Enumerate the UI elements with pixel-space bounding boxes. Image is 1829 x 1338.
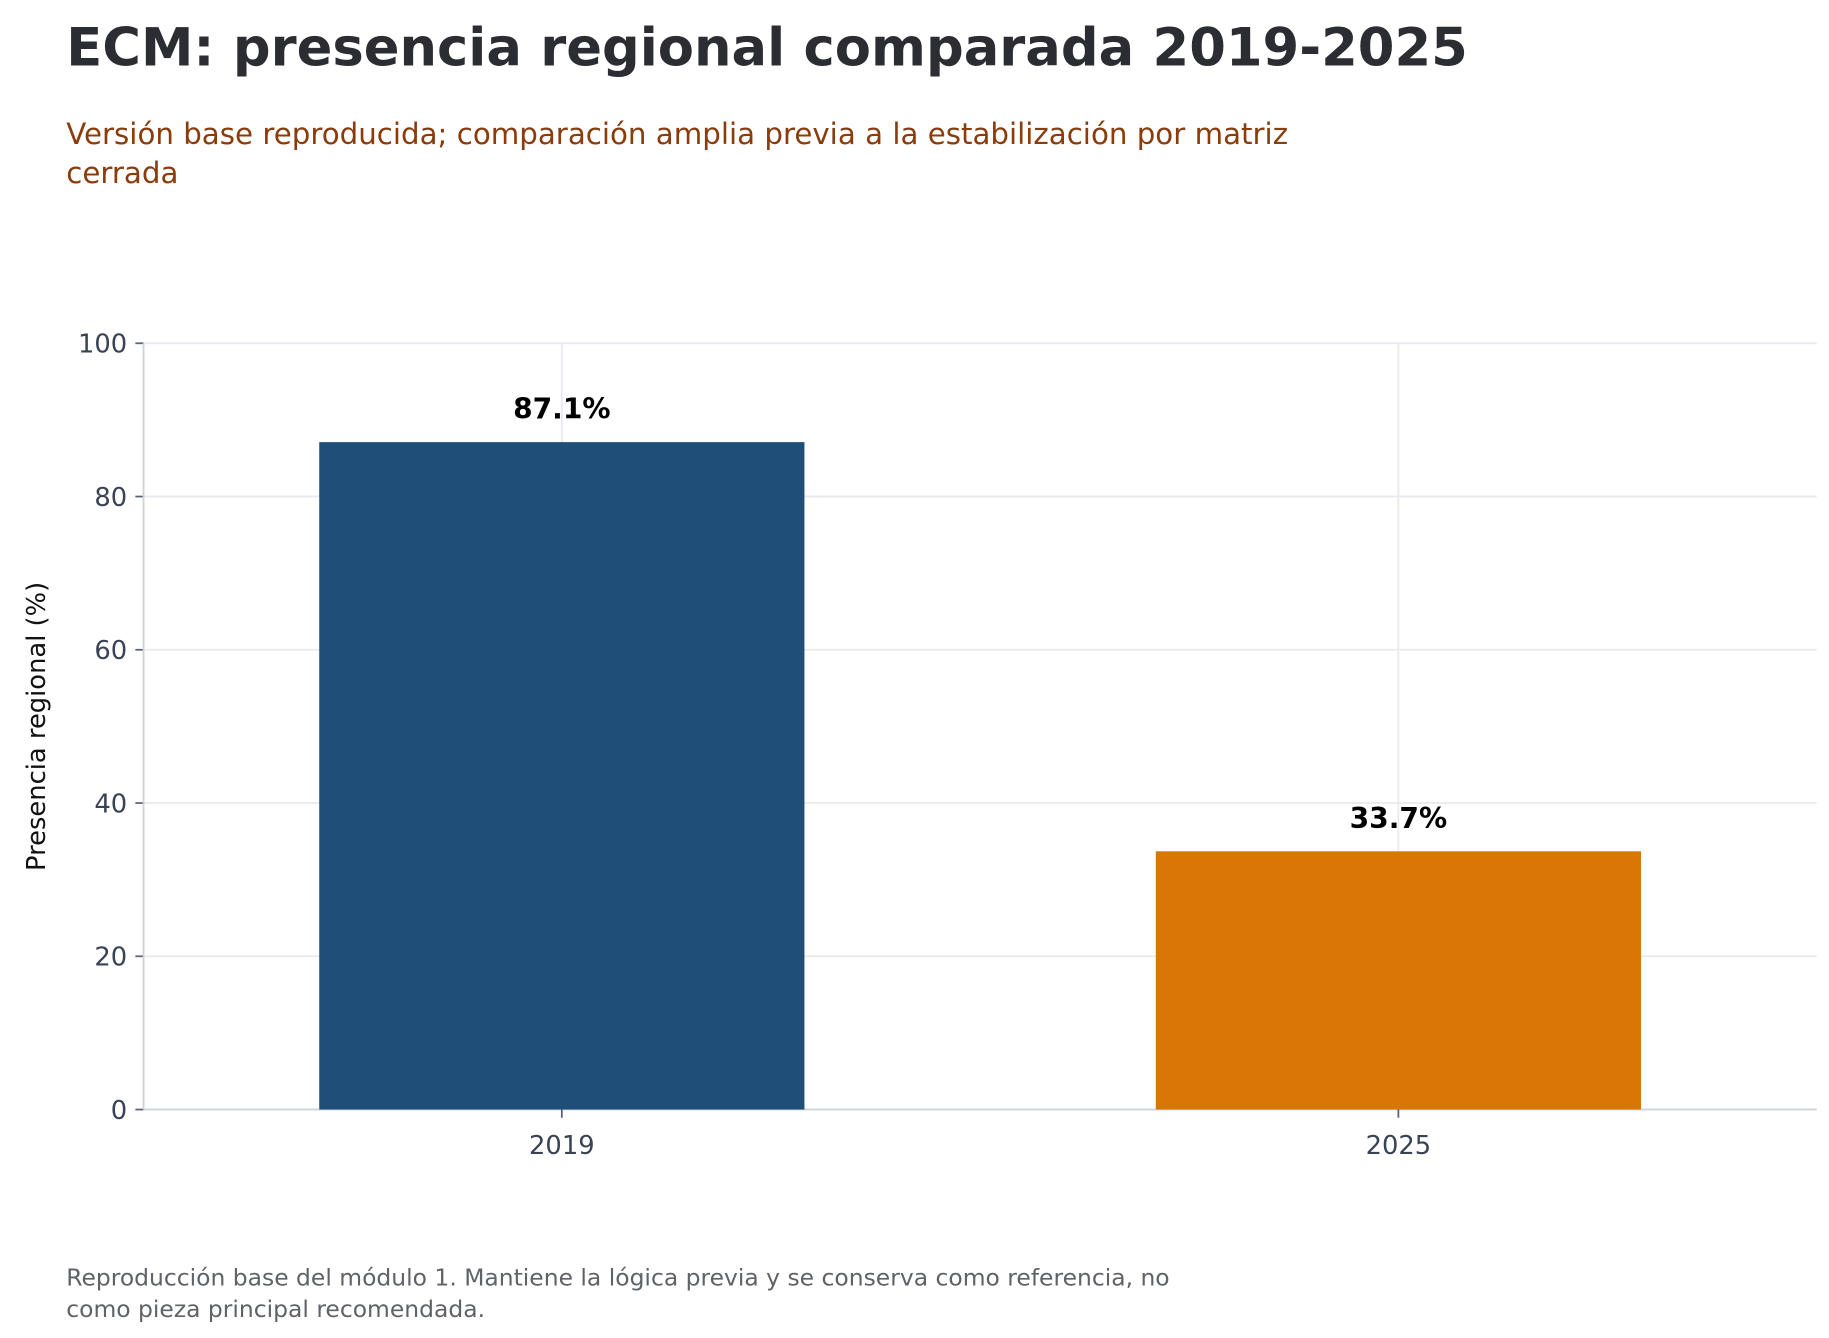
chart-title: ECM: presencia regional comparada 2019-2… <box>66 18 1468 79</box>
data-label-2025: 33.7% <box>1350 802 1448 835</box>
y-tick-label: 0 <box>111 1096 127 1126</box>
footer-note-line-2: como pieza principal recomendada. <box>66 1295 485 1323</box>
y-tick-label: 100 <box>78 330 127 360</box>
y-tick-label: 20 <box>94 943 127 973</box>
data-label-2019: 87.1% <box>513 393 611 426</box>
bar-2025 <box>1155 851 1641 1110</box>
chart-subtitle-line-2: cerrada <box>66 156 178 190</box>
x-tick-label: 2019 <box>529 1131 595 1161</box>
x-tick-label: 2025 <box>1366 1131 1432 1161</box>
y-tick-label: 60 <box>94 636 127 666</box>
bar-2019 <box>319 442 805 1110</box>
chart-subtitle-line-1: Versión base reproducida; comparación am… <box>66 117 1288 151</box>
y-tick-label: 40 <box>94 789 127 819</box>
axes: 0 20 40 60 80 100 2019 2025 <box>78 330 1817 1161</box>
footer-note-line-1: Reproducción base del módulo 1. Mantiene… <box>66 1263 1169 1291</box>
y-tick-label: 80 <box>94 483 127 513</box>
y-axis-label: Presencia regional (%) <box>22 582 52 871</box>
bars: 87.1% 33.7% <box>319 393 1641 1110</box>
